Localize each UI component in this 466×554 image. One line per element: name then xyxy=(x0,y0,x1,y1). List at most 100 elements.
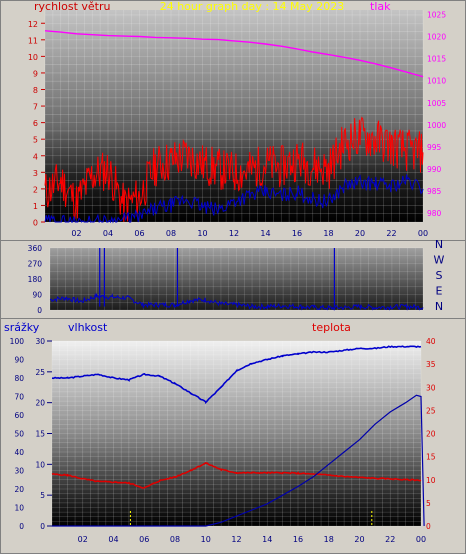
time-tick-label: 10 xyxy=(201,535,211,544)
pressure-tick-label: 1010 xyxy=(427,77,446,86)
temperature-axis-label: teplota xyxy=(312,321,351,334)
wind-pressure-panel: 0123456789101112980985990995100010051010… xyxy=(0,0,466,241)
time-tick-label: 14 xyxy=(262,535,272,544)
wind-tick-label: 6 xyxy=(33,119,38,128)
wind-tick-label: 9 xyxy=(33,69,38,78)
time-tick-label: 22 xyxy=(386,229,396,238)
humidity-axis-label: vlhkost xyxy=(68,321,108,334)
time-tick-label: 10 xyxy=(197,229,207,238)
humidity-tick-label: 0 xyxy=(19,522,24,531)
time-tick-label: 04 xyxy=(103,229,113,238)
time-tick-label: 12 xyxy=(229,229,239,238)
temperature-tick-label: 20 xyxy=(426,430,436,439)
humidity-tick-label: 100 xyxy=(10,337,25,346)
compass-label: S xyxy=(436,269,443,282)
rain-tick-label: 30 xyxy=(35,337,45,346)
wind-tick-label: 2 xyxy=(33,185,38,194)
humidity-tick-label: 60 xyxy=(14,411,24,420)
humidity-tick-label: 30 xyxy=(14,467,24,476)
wind-tick-label: 8 xyxy=(33,86,38,95)
time-tick-label: 14 xyxy=(260,229,270,238)
time-tick-label: 02 xyxy=(78,535,88,544)
compass-label: N xyxy=(435,300,443,313)
time-tick-label: 22 xyxy=(385,535,395,544)
wind-direction-line xyxy=(49,292,424,311)
rain-tick-label: 10 xyxy=(35,460,45,469)
humidity-tick-label: 10 xyxy=(14,504,24,513)
rain-line xyxy=(52,394,425,527)
wind-tick-label: 5 xyxy=(33,136,38,145)
wind-tick-label: 12 xyxy=(28,20,38,29)
humidity-tick-label: 50 xyxy=(14,430,24,439)
time-tick-label: 20 xyxy=(354,535,364,544)
compass-label: W xyxy=(434,254,445,267)
pressure-tick-label: 985 xyxy=(427,187,442,196)
time-tick-label: 00 xyxy=(418,229,428,238)
direction-tick-label: 90 xyxy=(32,291,42,300)
temperature-line xyxy=(51,461,422,489)
rain-tick-label: 5 xyxy=(40,491,45,500)
pressure-tick-label: 1020 xyxy=(427,33,446,42)
pressure-tick-label: 1025 xyxy=(427,10,446,19)
temperature-tick-label: 15 xyxy=(426,453,436,462)
humidity-tick-label: 40 xyxy=(14,448,24,457)
wind-gust-line xyxy=(44,116,424,223)
wind-tick-label: 0 xyxy=(33,219,38,228)
pressure-axis-label: tlak xyxy=(370,0,391,13)
pressure-tick-label: 1000 xyxy=(427,121,446,130)
wind-tick-label: 10 xyxy=(28,53,38,62)
wind-axis-label: rychlost větru xyxy=(34,0,110,13)
temperature-tick-label: 40 xyxy=(426,337,436,346)
time-tick-label: 08 xyxy=(170,535,180,544)
rain-tick-label: 0 xyxy=(40,522,45,531)
wind-tick-label: 3 xyxy=(33,169,38,178)
wind-average-line xyxy=(44,174,424,224)
pressure-line xyxy=(44,30,424,78)
wind-tick-label: 11 xyxy=(28,36,38,45)
compass-label: E xyxy=(436,285,443,298)
humidity-tick-label: 90 xyxy=(14,356,24,365)
time-tick-label: 08 xyxy=(166,229,176,238)
time-tick-label: 06 xyxy=(139,535,149,544)
pressure-tick-label: 1005 xyxy=(427,99,446,108)
direction-tick-label: 0 xyxy=(37,306,42,315)
temperature-tick-label: 35 xyxy=(426,360,436,369)
compass-label: N xyxy=(435,238,443,251)
humidity-temperature-rain-panel: 0102030405060708090100051015202530051015… xyxy=(0,318,466,554)
wind-tick-label: 4 xyxy=(33,152,38,161)
time-tick-label: 16 xyxy=(293,535,303,544)
humidity-line xyxy=(51,345,422,405)
time-tick-label: 02 xyxy=(71,229,81,238)
rain-tick-label: 15 xyxy=(35,430,45,439)
pressure-tick-label: 995 xyxy=(427,143,442,152)
pressure-tick-label: 990 xyxy=(427,165,442,174)
rain-tick-label: 20 xyxy=(35,399,45,408)
direction-tick-label: 180 xyxy=(28,275,43,284)
time-tick-label: 18 xyxy=(324,535,334,544)
humidity-tick-label: 20 xyxy=(14,485,24,494)
pressure-tick-label: 1015 xyxy=(427,55,446,64)
rain-tick-label: 25 xyxy=(35,368,45,377)
pressure-tick-label: 980 xyxy=(427,209,442,218)
time-tick-label: 18 xyxy=(323,229,333,238)
temperature-tick-label: 10 xyxy=(426,476,436,485)
direction-tick-label: 270 xyxy=(28,260,43,269)
temperature-tick-label: 30 xyxy=(426,383,436,392)
humidity-tick-label: 70 xyxy=(14,393,24,402)
time-tick-label: 06 xyxy=(134,229,144,238)
chart-title: 24 hour graph day : 14 May 2023 xyxy=(160,0,345,13)
time-tick-label: 12 xyxy=(231,535,241,544)
temperature-tick-label: 25 xyxy=(426,406,436,415)
rain-axis-label: srážky xyxy=(4,321,40,334)
wind-tick-label: 1 xyxy=(33,202,38,211)
wind-tick-label: 7 xyxy=(33,103,38,112)
time-tick-label: 00 xyxy=(416,535,426,544)
humidity-tick-label: 80 xyxy=(14,374,24,383)
time-tick-label: 16 xyxy=(292,229,302,238)
temperature-tick-label: 5 xyxy=(426,499,431,508)
temperature-tick-label: 0 xyxy=(426,522,431,531)
direction-tick-label: 360 xyxy=(28,244,43,253)
time-tick-label: 20 xyxy=(355,229,365,238)
